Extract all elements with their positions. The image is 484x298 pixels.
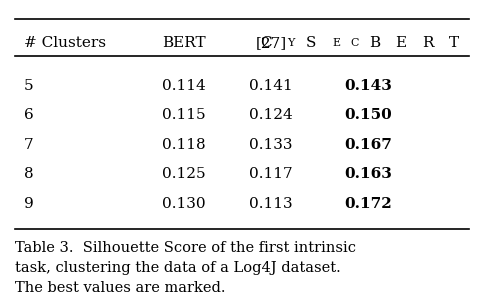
Text: 0.141: 0.141: [249, 79, 293, 93]
Text: 0.125: 0.125: [162, 167, 206, 181]
Text: 0.117: 0.117: [249, 167, 293, 181]
Text: 0.124: 0.124: [249, 108, 293, 122]
Text: B: B: [369, 36, 380, 50]
Text: R: R: [422, 36, 434, 50]
Text: task, clustering the data of a Log4J dataset.: task, clustering the data of a Log4J dat…: [15, 261, 340, 275]
Text: E: E: [332, 38, 340, 48]
Text: [27]: [27]: [256, 36, 287, 50]
Text: 7: 7: [24, 138, 34, 152]
Text: E: E: [395, 36, 407, 50]
Text: 0.167: 0.167: [344, 138, 392, 152]
Text: Y: Y: [287, 38, 294, 48]
Text: 0.114: 0.114: [162, 79, 206, 93]
Text: 9: 9: [24, 197, 34, 211]
Text: 0.115: 0.115: [162, 108, 206, 122]
Text: C: C: [350, 38, 359, 48]
Text: 6: 6: [24, 108, 34, 122]
Text: # Clusters: # Clusters: [24, 36, 106, 50]
Text: BERT: BERT: [162, 36, 206, 50]
Text: S: S: [305, 36, 316, 50]
Text: Table 3.  Silhouette Score of the first intrinsic: Table 3. Silhouette Score of the first i…: [15, 240, 356, 254]
Text: 0.143: 0.143: [344, 79, 392, 93]
Text: 5: 5: [24, 79, 34, 93]
Text: 0.150: 0.150: [344, 108, 392, 122]
Text: 0.118: 0.118: [162, 138, 206, 152]
Text: 0.113: 0.113: [249, 197, 293, 211]
Text: 0.133: 0.133: [249, 138, 293, 152]
Text: C: C: [260, 36, 272, 50]
Text: 0.163: 0.163: [344, 167, 392, 181]
Text: 0.172: 0.172: [344, 197, 392, 211]
Text: T: T: [449, 36, 459, 50]
Text: 0.130: 0.130: [162, 197, 206, 211]
Text: The best values are marked.: The best values are marked.: [15, 281, 225, 295]
Text: 8: 8: [24, 167, 34, 181]
